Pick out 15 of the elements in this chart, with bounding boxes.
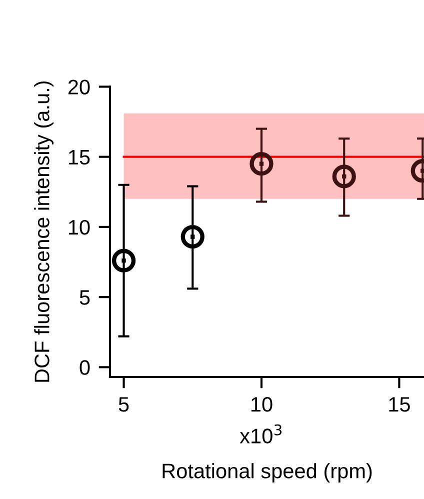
x-axis-title: Rotational speed (rpm) xyxy=(162,463,372,483)
y-axis-title: DCF fluorescence intensity (a.u.) xyxy=(34,81,54,382)
point xyxy=(332,164,356,188)
y-tick-label: 20 xyxy=(68,80,90,94)
y-tick-label: 5 xyxy=(80,290,90,305)
x-tick-label: 10 xyxy=(251,396,272,412)
text: x10$^{3}$ xyxy=(240,424,282,444)
y-tick-label: 0 xyxy=(80,360,90,375)
y-tick-label: 10 xyxy=(68,220,90,235)
point xyxy=(112,248,136,272)
point xyxy=(250,152,274,176)
point xyxy=(180,224,204,249)
y-tick-label: 15 xyxy=(68,150,90,165)
x-tick-label: 15 xyxy=(389,397,410,412)
x-tick-label: 5 xyxy=(118,397,129,412)
